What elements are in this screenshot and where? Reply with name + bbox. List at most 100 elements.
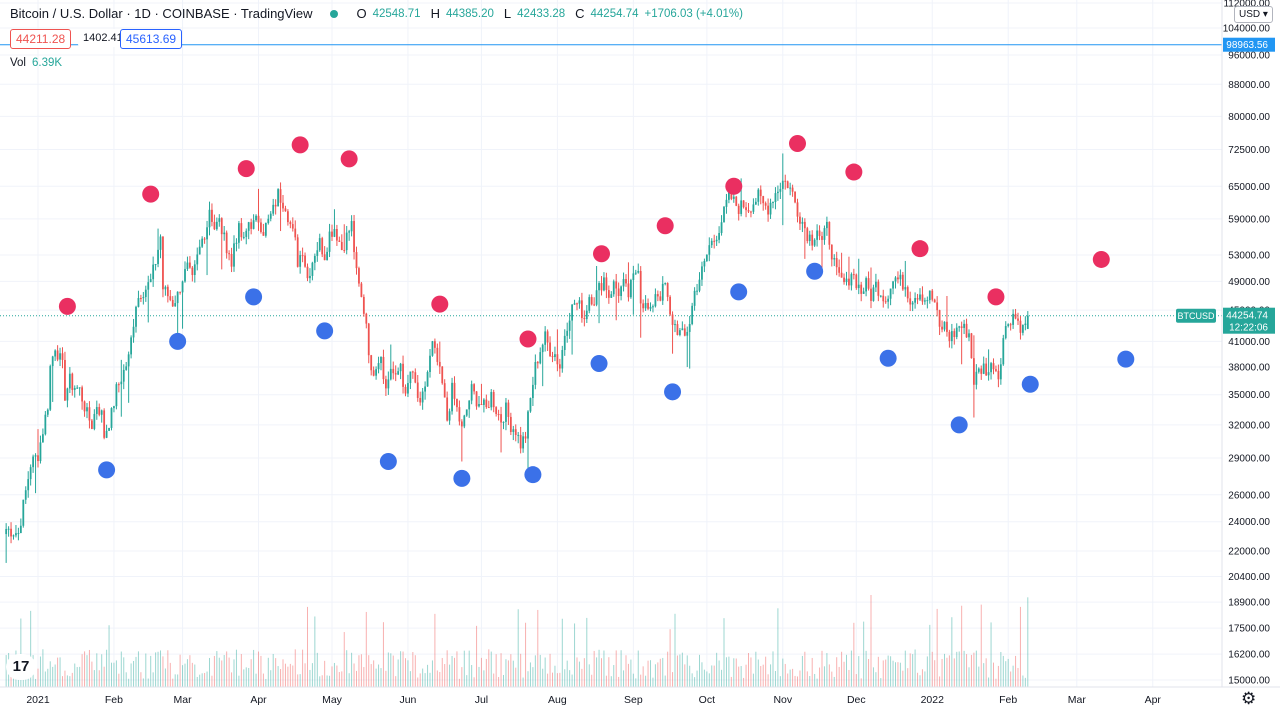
tradingview-logo[interactable]: 17 <box>6 654 36 680</box>
volume-bar <box>809 675 811 687</box>
candle-body <box>887 298 890 302</box>
volume-bar <box>1012 665 1014 687</box>
sell-button[interactable]: 44211.28 <box>10 29 72 49</box>
candle-body <box>137 298 140 307</box>
candle-body <box>953 331 956 338</box>
volume-bar <box>779 676 781 687</box>
candle-body <box>385 379 387 389</box>
candle-body <box>206 227 208 240</box>
volume-bar <box>566 660 568 687</box>
buy-button[interactable]: 45613.69 <box>120 29 183 49</box>
volume-bar <box>500 653 502 687</box>
volume-bar <box>534 655 536 687</box>
volume-bar <box>449 664 451 687</box>
candle-body <box>1012 313 1014 325</box>
price-axis[interactable]: 15000.00 16200.00 17500.00 18900.00 20400.00… <box>1176 0 1280 714</box>
volume-bar <box>280 669 282 687</box>
candle-body <box>98 407 101 415</box>
volume-bar <box>760 666 762 687</box>
volume-bar <box>904 650 906 687</box>
candle-body <box>950 331 953 342</box>
candle-body <box>666 283 669 297</box>
volume-bar <box>816 678 818 687</box>
volume-bar <box>304 663 306 687</box>
volume-bar <box>946 657 948 687</box>
volume-bar <box>66 675 68 687</box>
candle-body <box>698 279 701 291</box>
volume-bar <box>846 654 847 687</box>
price-tick-label: 24000.00 <box>1228 517 1270 528</box>
candle-body <box>66 388 69 401</box>
candle-body <box>470 384 473 401</box>
candle-body <box>539 352 542 364</box>
time-axis[interactable]: 2021 Feb Mar Apr May Jun Jul Aug Sep Oct Nov Dec 202… <box>0 686 1280 714</box>
candle-body <box>458 407 461 422</box>
candle-body <box>478 403 480 407</box>
volume-bar <box>1005 661 1007 687</box>
candle-body <box>189 262 191 268</box>
volume-bar <box>71 672 73 687</box>
currency-selector[interactable]: USD ▾ <box>1234 6 1273 23</box>
volume-legend[interactable]: Vol 6.39K <box>10 57 62 69</box>
volume-bar <box>549 653 551 687</box>
candle-body <box>752 204 755 212</box>
candle-body <box>946 321 948 332</box>
candle-body <box>463 415 466 427</box>
candle-body <box>215 221 218 230</box>
candle-body <box>683 328 686 336</box>
time-tick-label: Oct <box>699 694 715 706</box>
volume-bar <box>409 671 411 687</box>
candle-body <box>277 189 279 207</box>
candle-body <box>674 324 676 326</box>
candle-body <box>473 384 475 392</box>
volume-bar <box>368 655 370 687</box>
volume-bar <box>664 675 666 687</box>
candle-body <box>397 371 400 375</box>
candle-body <box>81 387 83 402</box>
volume-bar <box>162 656 164 687</box>
volume-bar <box>390 653 392 687</box>
candle-body <box>416 382 419 398</box>
volume-bar <box>405 658 406 687</box>
candle-body <box>585 310 588 320</box>
candle-body <box>483 399 485 405</box>
volume-bar <box>958 651 960 687</box>
candle-body <box>54 350 57 357</box>
candle-body <box>801 221 804 224</box>
volume-bar <box>833 676 835 687</box>
volume-bar <box>88 649 90 687</box>
candle-body <box>941 326 943 330</box>
time-tick-label: Aug <box>548 694 567 706</box>
candle-body <box>73 388 76 390</box>
volume-bar <box>983 663 985 687</box>
volume-bar <box>417 677 419 687</box>
candle-body <box>527 411 529 439</box>
candle-body <box>833 258 836 260</box>
volume-bar <box>735 658 737 687</box>
candle-body <box>176 291 179 304</box>
volume-bar <box>422 668 424 687</box>
candle-body <box>380 356 382 364</box>
candle-body <box>519 434 522 449</box>
candle-body <box>630 280 632 298</box>
volume-bar <box>74 663 76 687</box>
ohlc-close-value: 44254.74 <box>590 7 639 20</box>
gear-icon[interactable]: ⚙ <box>1241 689 1257 708</box>
volume-bar <box>799 670 801 687</box>
volume-bar <box>848 669 850 687</box>
volume-bar <box>441 657 443 687</box>
candle-body <box>223 232 226 235</box>
candle-body <box>338 240 341 242</box>
volume-bar <box>522 677 524 687</box>
candle-body <box>46 409 49 415</box>
volume-bar <box>650 660 651 687</box>
candle-body <box>980 368 983 374</box>
volume-bar <box>872 667 874 687</box>
volume-bar <box>184 663 186 687</box>
volume-bar <box>564 669 566 687</box>
support-marker <box>664 383 682 401</box>
volume-bar <box>556 673 558 687</box>
symbol-title[interactable]: Bitcoin / U.S. Dollar · 1D · COINBASE · … <box>10 6 313 21</box>
volume-bar <box>480 657 482 687</box>
